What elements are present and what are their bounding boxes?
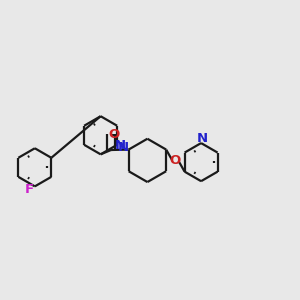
Text: O: O xyxy=(109,128,120,141)
Text: N: N xyxy=(196,132,208,145)
Text: N: N xyxy=(115,139,126,152)
Text: F: F xyxy=(25,183,34,196)
Text: O: O xyxy=(170,154,181,167)
Text: N: N xyxy=(118,141,129,154)
